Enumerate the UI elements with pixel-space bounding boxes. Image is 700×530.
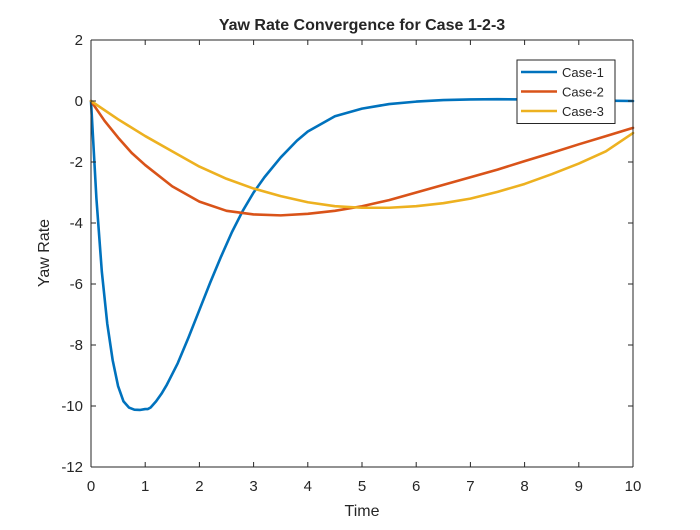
- x-tick-label: 4: [304, 478, 312, 495]
- x-tick-label: 9: [575, 478, 583, 495]
- series-layer: [89, 97, 635, 412]
- y-axis-label: Yaw Rate: [36, 219, 53, 287]
- y-tick-label: -8: [70, 337, 83, 354]
- x-tick-label: 7: [466, 478, 474, 495]
- y-tick-label: -6: [70, 276, 83, 293]
- series-line-case-1: [89, 97, 635, 412]
- y-tick-label: -2: [70, 154, 83, 171]
- x-tick-label: 10: [625, 478, 642, 495]
- legend-label: Case-2: [562, 85, 604, 100]
- y-tick-label: 2: [75, 32, 83, 49]
- x-axis-label: Time: [345, 503, 380, 520]
- y-tick-label: 0: [75, 93, 83, 110]
- series-line-case-2: [89, 99, 635, 217]
- chart-title: Yaw Rate Convergence for Case 1-2-3: [219, 17, 505, 34]
- x-tick-label: 8: [520, 478, 528, 495]
- legend-label: Case-3: [562, 104, 604, 119]
- y-tick-label: -10: [61, 398, 83, 415]
- x-tick-label: 2: [195, 478, 203, 495]
- axes-layer: 0 1 2 3 4 5 6 7 8 9 10 -12 -10 -8 -6 -4 -2 0 2: [61, 32, 641, 495]
- y-tick-label: -4: [70, 215, 83, 232]
- x-tick-label: 5: [358, 478, 366, 495]
- x-tick-label: 3: [249, 478, 257, 495]
- legend: Case-1 Case-2 Case-3: [516, 59, 616, 124]
- x-tick-label: 6: [412, 478, 420, 495]
- x-tick-label: 1: [141, 478, 149, 495]
- y-tick-label: -12: [61, 459, 83, 476]
- legend-label: Case-1: [562, 65, 604, 80]
- x-tick-label: 0: [87, 478, 95, 495]
- series-line-case-3: [89, 99, 635, 210]
